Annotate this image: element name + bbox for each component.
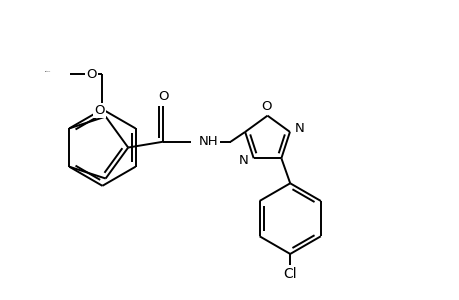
Text: O: O xyxy=(86,68,97,81)
Text: NH: NH xyxy=(198,135,218,148)
Text: O: O xyxy=(260,100,271,113)
Text: N: N xyxy=(239,154,248,167)
Text: O: O xyxy=(94,104,104,117)
Text: O: O xyxy=(158,90,168,103)
Text: methoxy: methoxy xyxy=(45,71,51,72)
Text: N: N xyxy=(294,122,304,136)
Text: Cl: Cl xyxy=(283,267,297,280)
